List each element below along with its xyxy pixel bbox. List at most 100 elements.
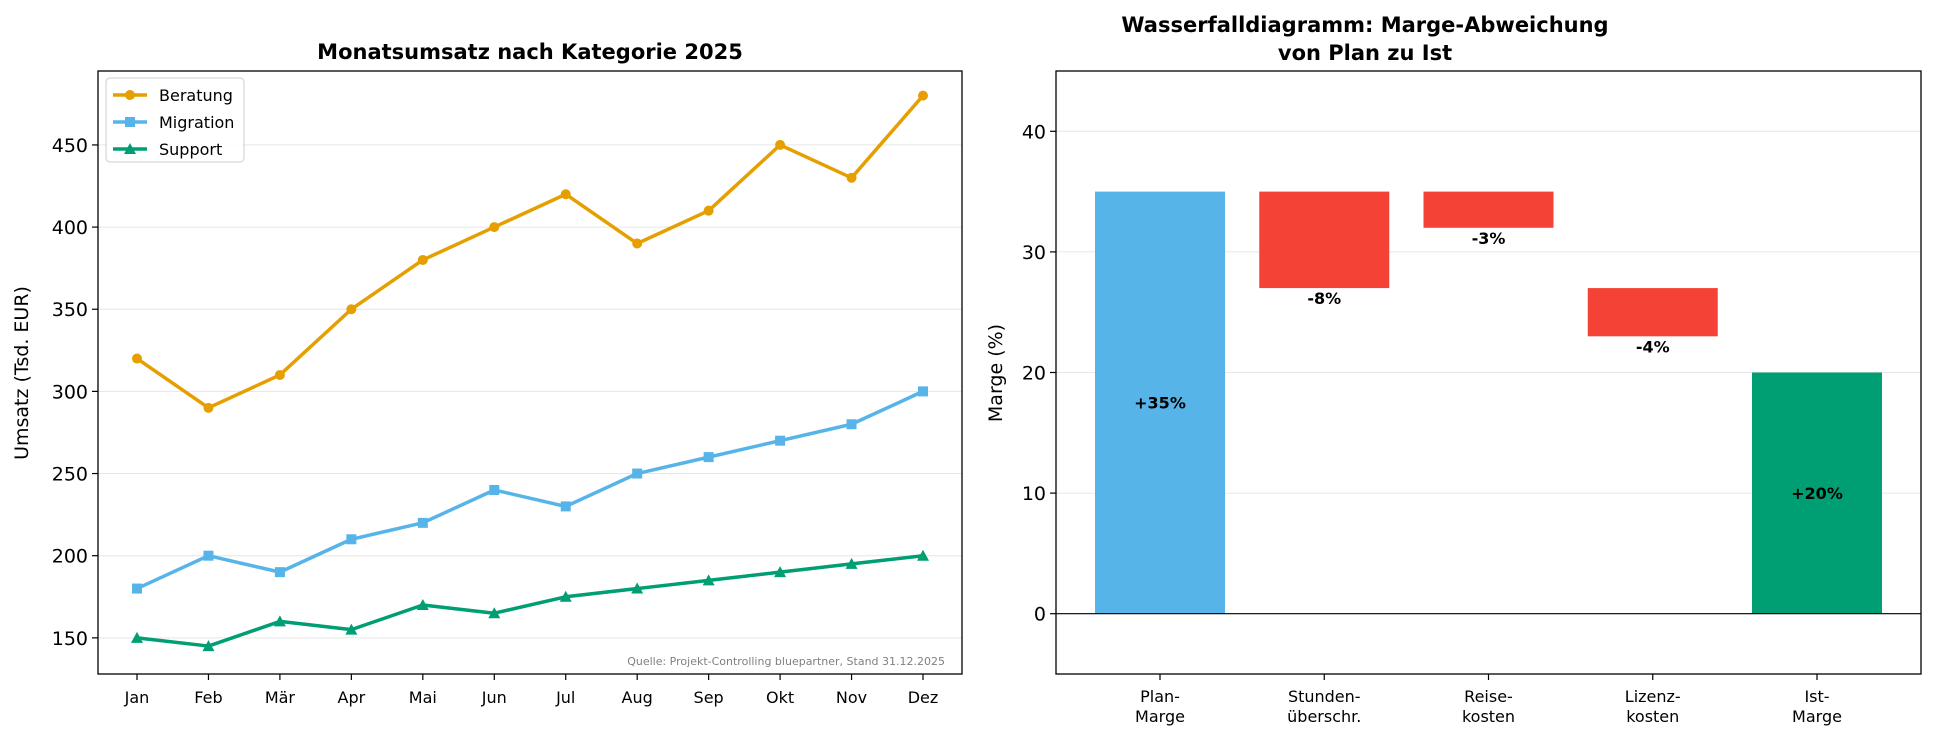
y-tick-label: 350 (52, 299, 88, 321)
data-point (774, 566, 787, 578)
legend-marker (124, 143, 136, 154)
x-tick-label-line: Plan- (1140, 687, 1180, 706)
series-line (136, 389, 924, 591)
line-chart-y-ticks: 150 200 250 300 350 400 450 (52, 135, 98, 650)
y-tick-label: 30 (1022, 242, 1046, 264)
data-point (560, 501, 571, 512)
series-migration (132, 386, 928, 594)
waterfall-bar (1587, 288, 1718, 337)
x-tick-label-line: Stunden- (1288, 687, 1361, 706)
data-point (489, 484, 500, 495)
data-point (775, 139, 786, 150)
waterfall-bar (1095, 191, 1225, 614)
legend-marker (125, 117, 135, 127)
waterfall-bar (1259, 191, 1390, 289)
data-point (846, 419, 857, 430)
legend-item: Migration (113, 113, 234, 132)
data-point (131, 631, 143, 643)
x-tick-label: Jun (481, 688, 507, 707)
data-point (274, 369, 285, 380)
x-tick-label-line: Reise- (1464, 687, 1513, 706)
data-point (846, 172, 857, 183)
bar-value-label: +35% (1134, 394, 1186, 413)
data-point (203, 550, 214, 561)
waterfall-chart-y-ticks: 0 10 20 30 40 (1022, 121, 1056, 626)
data-point (346, 534, 357, 545)
x-tick-label: Jan (124, 688, 150, 707)
legend-label: Beratung (159, 86, 233, 105)
waterfall-chart-x-ticks: Plan-MargeStunden-überschr.Reise-kostenL… (1135, 674, 1842, 726)
data-point (632, 468, 643, 479)
data-point (559, 590, 572, 602)
x-tick-label: Mai (409, 688, 437, 707)
waterfall-chart-title-line-1: Wasserfalldiagramm: Marge-Abweichung (1121, 13, 1608, 37)
waterfall-bar (1752, 372, 1882, 614)
x-tick-label-line: überschr. (1287, 707, 1361, 726)
data-point (132, 583, 142, 594)
data-point (845, 557, 858, 569)
waterfall-chart-value-labels: +35% -8% -3% -4% +20% (1134, 229, 1843, 503)
line-chart-grid (98, 144, 962, 639)
y-tick-label: 150 (52, 628, 88, 650)
line-chart-title: Monatsumsatz nach Kategorie 2025 (317, 40, 743, 64)
legend-item: Support (113, 140, 222, 159)
x-tick-label: Feb (194, 688, 222, 707)
waterfall-chart-title-line-2: von Plan zu Ist (1278, 41, 1452, 65)
y-tick-label: 20 (1022, 363, 1046, 385)
data-point (417, 254, 428, 265)
bar-value-label: -4% (1636, 337, 1670, 356)
waterfall-bar (1423, 191, 1554, 228)
data-point (489, 222, 500, 233)
x-tick-label: Nov (836, 688, 867, 707)
x-tick-label: Mär (265, 688, 296, 707)
data-point (917, 549, 929, 561)
data-point (346, 304, 357, 315)
bar-value-label: -8% (1307, 289, 1341, 308)
series-line (136, 553, 924, 648)
x-tick-label: Dez (908, 688, 939, 707)
line-chart-series (131, 90, 929, 652)
x-tick-label: Jul (555, 688, 575, 707)
x-tick-label-line: kosten (1462, 707, 1515, 726)
x-tick-label-line: Ist- (1804, 687, 1829, 706)
x-tick-label-line: kosten (1626, 707, 1679, 726)
legend-label: Support (159, 140, 222, 159)
x-tick-label-line: Lizenz- (1625, 687, 1681, 706)
x-tick-label-line: Marge (1792, 707, 1842, 726)
y-tick-label: 400 (52, 217, 88, 239)
data-point (703, 452, 714, 463)
data-point (775, 435, 786, 446)
legend-marker (125, 90, 135, 100)
x-tick-label: Plan-Marge (1135, 687, 1185, 726)
y-tick-label: 0 (1034, 604, 1046, 626)
data-point (631, 582, 644, 594)
data-point (560, 189, 571, 200)
line-chart-x-ticks: Jan Feb Mär Apr Mai Jun Jul Aug Sep Okt Nov Dez (124, 674, 939, 707)
x-tick-label: Aug (622, 688, 653, 707)
legend-box (105, 77, 245, 163)
line-chart-source-note: Quelle: Projekt-Controlling bluepartner,… (627, 655, 945, 668)
legend-item: Beratung (113, 86, 233, 105)
line-chart-y-axis-label: Umsatz (Tsd. EUR) (11, 286, 33, 460)
legend-label: Migration (159, 113, 234, 132)
data-point (345, 623, 358, 635)
line-chart-frame (97, 70, 963, 675)
y-tick-label: 450 (52, 135, 88, 157)
data-point (416, 598, 429, 610)
data-point (488, 607, 501, 619)
data-point (203, 402, 214, 413)
data-point (702, 574, 715, 586)
x-tick-label: Reise-kosten (1462, 687, 1515, 726)
y-tick-label: 10 (1022, 483, 1046, 505)
bar-value-label: -3% (1472, 229, 1506, 248)
x-tick-label: Okt (766, 688, 794, 707)
x-tick-label: Stunden-überschr. (1287, 687, 1361, 726)
bar-value-label: +20% (1791, 484, 1843, 503)
x-tick-label: Lizenz-kosten (1625, 687, 1681, 726)
data-point (417, 517, 428, 528)
x-tick-label: Ist-Marge (1792, 687, 1842, 726)
y-tick-label: 200 (52, 546, 88, 568)
line-chart: Monatsumsatz nach Kategorie 2025 150 200 2… (11, 40, 963, 707)
x-tick-label: Apr (338, 688, 366, 707)
y-tick-label: 40 (1022, 121, 1046, 143)
